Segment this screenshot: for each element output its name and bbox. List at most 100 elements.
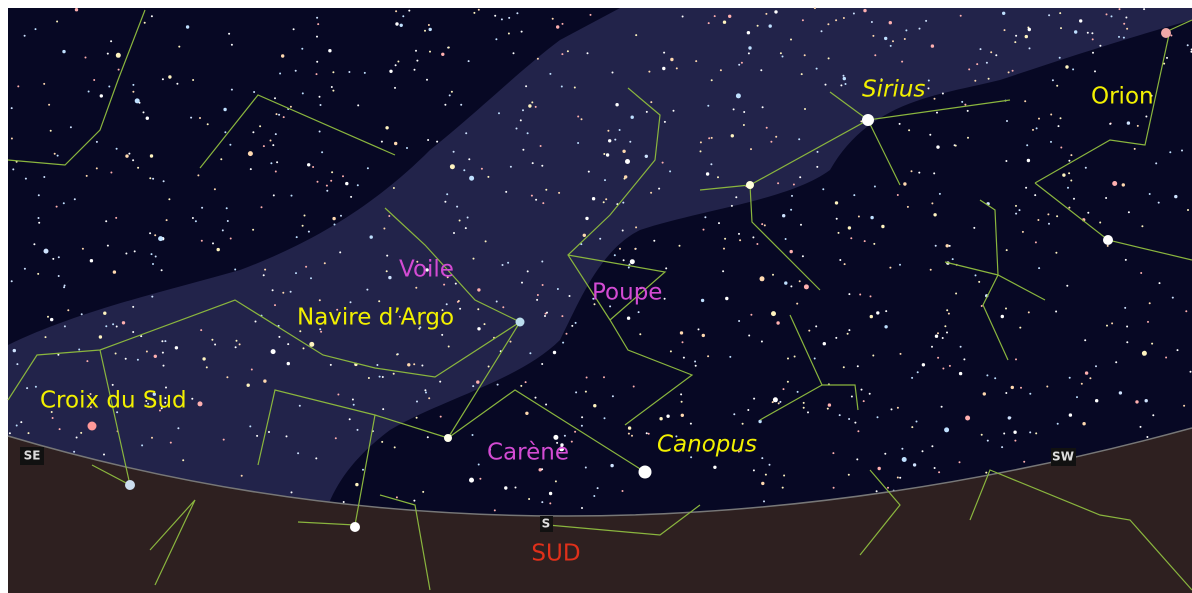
star (1014, 440, 1016, 442)
star (585, 467, 587, 469)
star (58, 275, 60, 277)
star (798, 138, 800, 140)
star (152, 263, 154, 265)
star (980, 48, 982, 50)
constellation-label: Orion (1091, 84, 1154, 110)
star (440, 416, 442, 418)
star (937, 332, 939, 334)
star (527, 270, 529, 272)
star (803, 407, 805, 409)
star (449, 94, 451, 96)
star (707, 105, 709, 107)
star (1092, 38, 1094, 40)
star (291, 195, 293, 197)
star (1059, 57, 1061, 59)
star (571, 441, 573, 443)
star (911, 170, 913, 172)
star (424, 389, 426, 391)
star (836, 218, 838, 220)
star (1062, 173, 1065, 176)
star (316, 17, 318, 19)
star (1140, 426, 1142, 428)
star (1169, 151, 1171, 153)
star (771, 311, 776, 316)
star (635, 34, 637, 36)
star (695, 365, 697, 367)
star (1024, 100, 1026, 102)
star (633, 386, 635, 388)
star (33, 243, 35, 245)
star (334, 224, 336, 226)
star (1055, 311, 1057, 313)
star (747, 409, 749, 411)
star (150, 154, 153, 157)
star (395, 22, 398, 25)
star (723, 21, 726, 24)
star (669, 170, 671, 172)
star (802, 19, 804, 21)
star (1185, 310, 1187, 312)
star (316, 61, 318, 63)
star (1028, 311, 1030, 313)
star (658, 188, 660, 190)
star (75, 8, 78, 11)
star (904, 38, 906, 40)
star (718, 222, 720, 224)
star (769, 464, 771, 466)
star (990, 51, 992, 53)
star (1143, 8, 1145, 10)
star (631, 116, 634, 119)
star (607, 130, 609, 132)
star (214, 344, 216, 346)
star (874, 186, 876, 188)
star (733, 413, 735, 415)
star (350, 196, 352, 198)
star (501, 18, 503, 20)
star (186, 25, 189, 28)
star (776, 321, 779, 324)
star (851, 396, 853, 398)
star (86, 360, 88, 362)
star (925, 20, 927, 22)
star (52, 417, 54, 419)
star (653, 240, 655, 242)
star (1141, 225, 1143, 227)
star (889, 267, 891, 269)
star (783, 475, 785, 477)
star (220, 158, 222, 160)
star (978, 281, 980, 283)
star (766, 127, 768, 129)
star (128, 153, 130, 155)
star (748, 46, 751, 49)
star (753, 398, 755, 400)
star (1006, 120, 1008, 122)
star (296, 236, 298, 238)
star (552, 18, 554, 20)
star (955, 293, 957, 295)
star (1060, 147, 1062, 149)
star (522, 149, 524, 151)
star (444, 201, 446, 203)
star (546, 312, 548, 314)
star (70, 126, 72, 128)
star (1008, 416, 1011, 419)
star (680, 331, 683, 334)
star (151, 437, 153, 439)
star (850, 237, 852, 239)
star (986, 374, 988, 376)
star (1019, 209, 1021, 211)
star (876, 311, 879, 314)
star (961, 101, 963, 103)
star (821, 30, 823, 32)
star (504, 486, 507, 489)
star (343, 501, 345, 503)
star (495, 38, 497, 40)
star (1074, 30, 1077, 33)
star (1023, 461, 1025, 463)
star (778, 402, 780, 404)
star (764, 224, 766, 226)
star (456, 206, 458, 208)
star (1032, 129, 1034, 131)
star (163, 365, 165, 367)
star (473, 258, 475, 260)
